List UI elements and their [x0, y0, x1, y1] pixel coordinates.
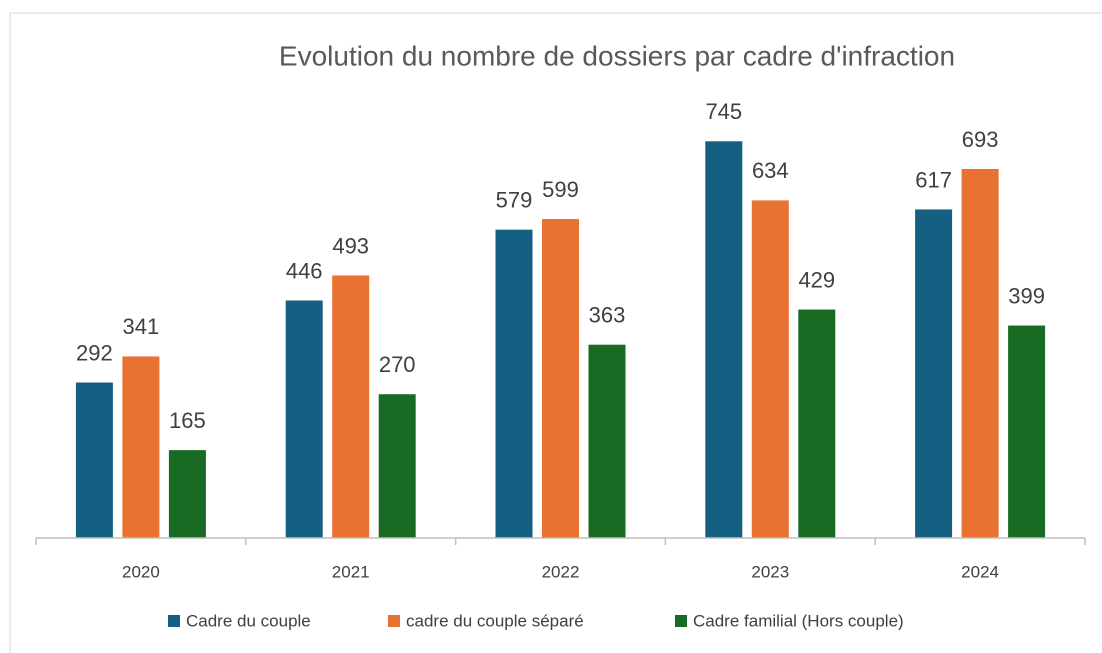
bar [798, 309, 836, 538]
bar [915, 209, 953, 538]
legend-label: Cadre familial (Hors couple) [693, 611, 904, 630]
data-label: 599 [542, 177, 579, 202]
x-tick-label: 2022 [542, 562, 580, 581]
data-label: 745 [705, 99, 742, 124]
legend-swatch [675, 615, 687, 627]
bar [285, 300, 323, 538]
data-label: 429 [798, 267, 835, 292]
data-label: 634 [752, 158, 789, 183]
data-label: 270 [379, 352, 416, 377]
bar [122, 356, 160, 538]
data-label: 446 [286, 258, 323, 283]
bar [542, 219, 579, 538]
bar [495, 229, 533, 538]
bar [75, 382, 113, 538]
bar [588, 344, 626, 538]
bar [332, 275, 370, 538]
bar [378, 394, 416, 538]
data-label: 493 [332, 233, 369, 258]
legend-label: cadre du couple séparé [406, 611, 584, 630]
bar [1008, 325, 1046, 538]
data-label: 292 [76, 340, 113, 365]
bar [751, 200, 789, 538]
x-tick-label: 2021 [332, 562, 370, 581]
chart-title: Evolution du nombre de dossiers par cadr… [279, 40, 955, 71]
x-tick-label: 2020 [122, 562, 160, 581]
legend-swatch [168, 615, 180, 627]
bar [705, 141, 743, 538]
x-tick-label: 2024 [961, 562, 999, 581]
bar [168, 450, 206, 538]
x-tick-label: 2023 [751, 562, 789, 581]
data-label: 579 [496, 187, 533, 212]
data-label: 341 [123, 314, 160, 339]
data-label: 399 [1008, 283, 1045, 308]
data-label: 617 [915, 167, 952, 192]
data-label: 363 [589, 303, 626, 328]
bar [961, 168, 999, 539]
legend-swatch [388, 615, 400, 627]
data-label: 693 [962, 127, 999, 152]
data-label: 165 [169, 408, 206, 433]
legend-label: Cadre du couple [186, 611, 311, 630]
